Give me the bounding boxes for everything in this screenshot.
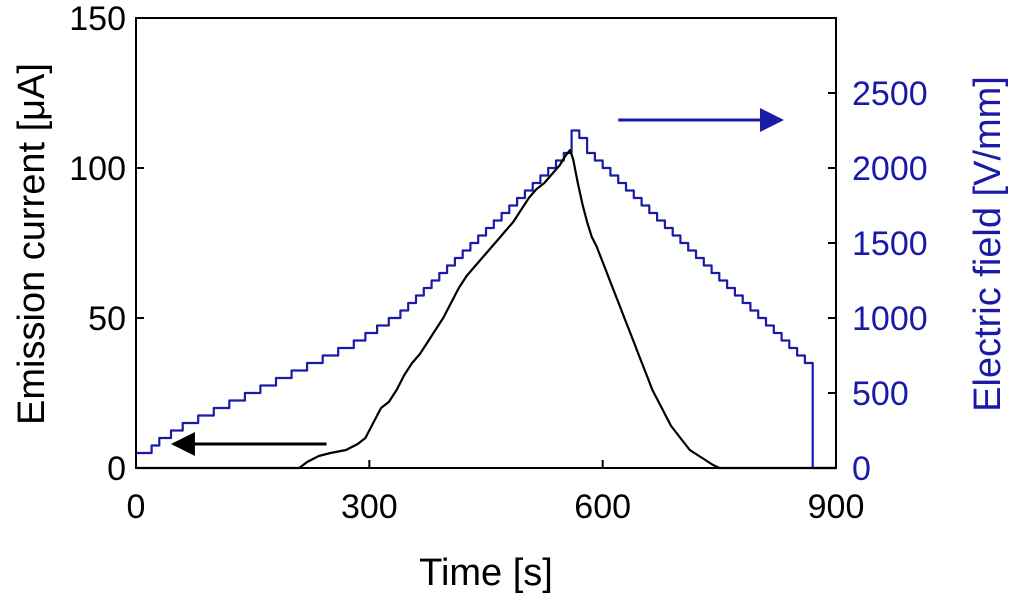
annotation-layer	[170, 108, 784, 456]
right-tick-label-2: 1000	[852, 300, 928, 338]
right-tick-label-0: 0	[852, 450, 871, 488]
emission-current-line	[136, 148, 836, 470]
right-y-axis-title: Electric field [V/mm]	[967, 76, 1009, 412]
x-axis-title: Time [s]	[419, 552, 553, 594]
left-tick-label-0: 0	[107, 450, 126, 488]
bottom-tick-label-3: 900	[808, 488, 865, 526]
right-tick-label-5: 2500	[852, 75, 928, 113]
series-layer	[136, 129, 836, 470]
left-axis-ticks: 0 50 100 150	[69, 0, 144, 488]
right-tick-label-4: 2000	[852, 150, 928, 188]
right-tick-label-3: 1500	[852, 225, 928, 263]
left-y-axis-title: Emission current [μA]	[11, 63, 53, 425]
bottom-tick-label-1: 300	[341, 488, 398, 526]
bottom-axis-ticks: 0 300 600 900	[127, 460, 865, 526]
right-tick-label-1: 500	[852, 375, 909, 413]
left-tick-label-1: 50	[88, 300, 126, 338]
right-axis-ticks: 0 500 1000 1500 2000 2500	[828, 75, 928, 488]
electric-field-line	[136, 129, 836, 470]
left-tick-label-2: 100	[69, 150, 126, 188]
bottom-tick-label-0: 0	[127, 488, 146, 526]
bottom-tick-label-2: 600	[574, 488, 631, 526]
left-tick-label-3: 150	[69, 0, 126, 38]
